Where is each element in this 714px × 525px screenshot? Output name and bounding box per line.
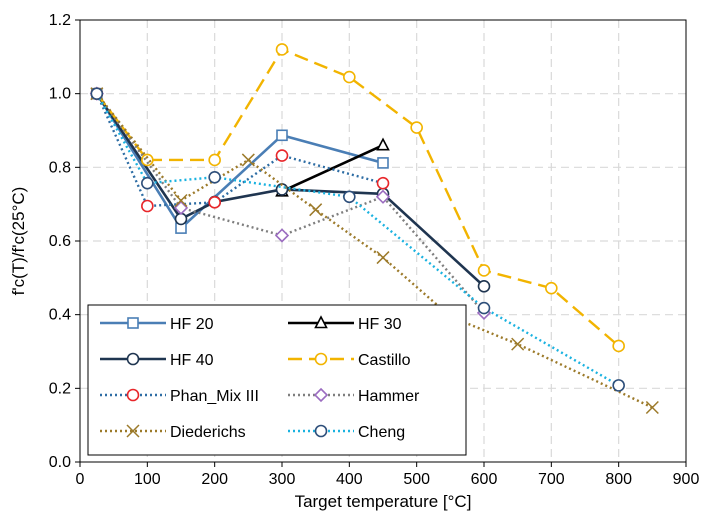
castillo-point	[141, 153, 154, 167]
cheng-point	[343, 190, 356, 204]
x-tick-label: 700	[538, 471, 565, 488]
y-tick-label: 0.2	[49, 380, 71, 397]
legend-item-hf-20: HF 20	[100, 316, 214, 333]
axis-ticks: 0 100 200 300 400 500 600 700 800 900 0.0 0.2 0.4 0.6…	[49, 12, 700, 488]
legend: HF 20 HF 30 HF 40 Castillo Phan_Mix III Hamme…	[87, 304, 467, 456]
legend-label: Hammer	[358, 388, 420, 405]
hammer-point	[375, 189, 391, 204]
phan-mix-iii-point	[208, 196, 221, 209]
hf-20-point	[377, 157, 389, 169]
diederichs-point	[174, 193, 188, 208]
series-line-diederichs	[95, 92, 653, 409]
series-line-hf-30	[281, 144, 384, 193]
hf-40-point	[174, 212, 188, 226]
diederichs-point	[309, 203, 323, 217]
legend-item-castillo: Castillo	[288, 352, 411, 369]
legend-label: Castillo	[358, 352, 411, 369]
x-tick-label: 900	[673, 471, 700, 488]
x-tick-label: 800	[605, 471, 632, 488]
series-line-hf-20	[95, 92, 384, 230]
x-tick-label: 0	[76, 471, 85, 488]
x-tick-label: 100	[134, 471, 161, 488]
series-hf-20	[91, 87, 389, 234]
legend-label: Cheng	[358, 424, 405, 441]
series-line-hammer	[95, 92, 485, 314]
legend-item-hf-40: HF 40	[100, 352, 214, 369]
diederichs-point	[645, 400, 659, 415]
hf-20-point	[276, 129, 288, 142]
castillo-point	[410, 121, 423, 134]
castillo-point	[612, 339, 625, 353]
series-cheng	[90, 87, 625, 392]
castillo-point	[477, 264, 491, 277]
y-tick-label: 0.0	[49, 454, 71, 471]
x-tick-label: 300	[269, 471, 296, 488]
castillo-point	[545, 281, 558, 295]
diederichs-point	[376, 251, 390, 265]
legend-castillo-point	[314, 352, 328, 366]
phan-mix-iii-point	[376, 176, 390, 190]
legend-cheng-point	[314, 424, 328, 438]
x-tick-label: 200	[201, 471, 228, 488]
cheng-point	[477, 301, 491, 315]
legend-phan-mix-iii-point	[126, 388, 140, 402]
legend-label: Diederichs	[170, 424, 246, 441]
hf-40-point	[477, 280, 491, 293]
y-tick-label: 1.0	[49, 86, 71, 103]
x-axis-label: Target temperature [°C]	[295, 492, 472, 511]
legend-hf-30-point	[314, 315, 328, 329]
legend-label: HF 30	[358, 316, 402, 333]
x-tick-label: 600	[471, 471, 498, 488]
legend-hf-20-point	[127, 317, 139, 329]
legend-item-hammer: Hammer	[288, 387, 420, 405]
legend-hf-40-point	[126, 352, 140, 366]
phan-mix-iii-point	[275, 149, 289, 162]
hammer-point	[173, 200, 189, 215]
series-line-hf-40	[95, 92, 485, 288]
cheng-point	[90, 87, 104, 100]
legend-hammer-point	[313, 387, 329, 403]
legend-box	[87, 304, 467, 456]
legend-item-phan-mix-iii: Phan_Mix III	[100, 388, 259, 405]
diederichs-point	[241, 153, 255, 167]
legend-item-hf-30: HF 30	[288, 315, 402, 333]
castillo-point	[208, 153, 221, 167]
y-tick-label: 0.6	[49, 233, 71, 250]
x-tick-label: 400	[336, 471, 363, 488]
y-tick-label: 1.2	[49, 12, 71, 29]
legend-label: Phan_Mix III	[170, 388, 259, 405]
legend-diederichs-point	[126, 424, 140, 438]
legend-item-cheng: Cheng	[288, 424, 405, 441]
phan-mix-iii-point	[141, 199, 154, 213]
castillo-point	[275, 43, 289, 56]
hammer-point	[274, 228, 290, 243]
cheng-point	[208, 170, 221, 184]
series-lines	[89, 43, 659, 415]
series-line-castillo	[95, 48, 620, 347]
series-line-cheng	[95, 93, 620, 387]
x-tick-label: 500	[403, 471, 430, 488]
legend-label: HF 20	[170, 316, 214, 333]
hf-30-point	[376, 137, 390, 151]
cheng-point	[141, 176, 154, 190]
castillo-point	[343, 70, 356, 84]
legend-label: HF 40	[170, 352, 214, 369]
legend-item-diederichs: Diederichs	[100, 424, 246, 441]
cheng-point	[612, 379, 625, 392]
y-tick-label: 0.8	[49, 159, 71, 176]
diederichs-point	[511, 337, 525, 351]
y-axis-label: f'c(T)/f'c(25°C)	[9, 187, 28, 296]
y-tick-label: 0.4	[49, 307, 71, 324]
